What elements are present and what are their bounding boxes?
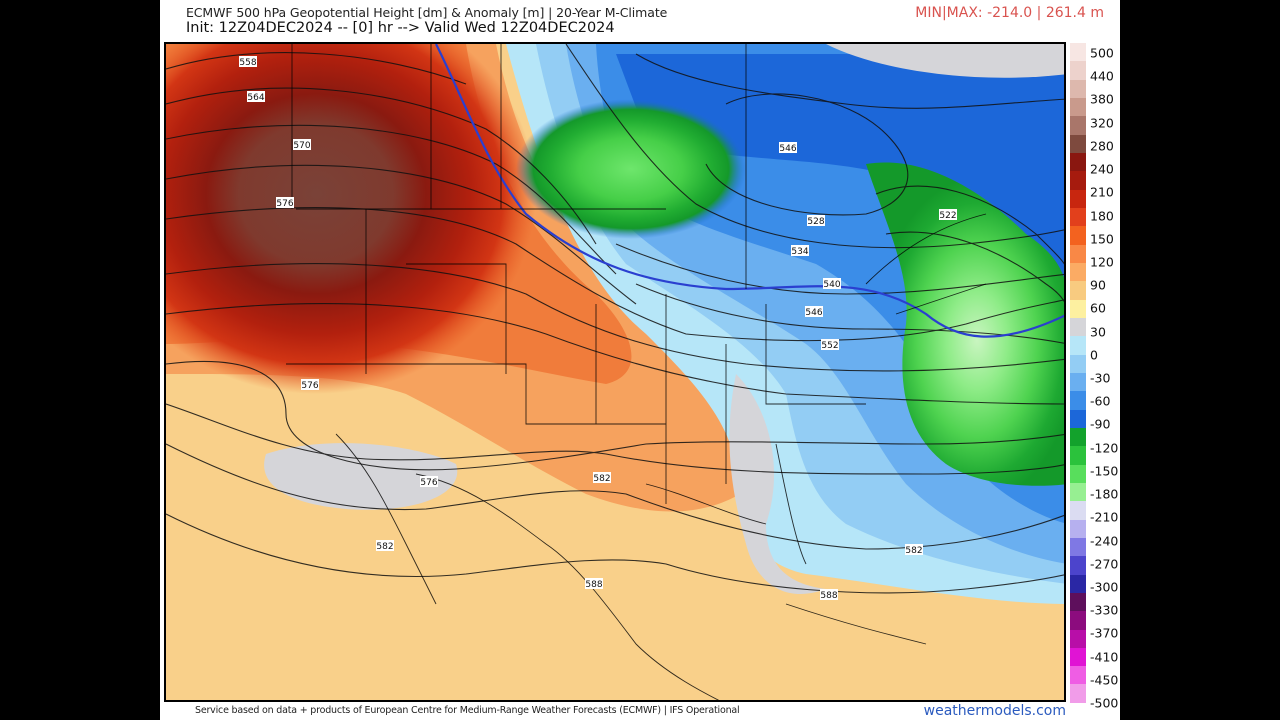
contour-label: 528 bbox=[807, 217, 824, 227]
colorbar-label: 440 bbox=[1090, 68, 1114, 84]
colorbar-label: 120 bbox=[1090, 254, 1114, 270]
colorbar-label: -370 bbox=[1090, 625, 1119, 641]
contour-label: 546 bbox=[779, 144, 796, 154]
552-highlight-contour bbox=[435, 44, 1064, 338]
colorbar-label: 150 bbox=[1090, 231, 1114, 247]
weather-map: 558 564 570 576 546 528 534 540 546 552 522 576 576 5… bbox=[164, 42, 1066, 702]
data-credit: Service based on data + products of Euro… bbox=[195, 705, 740, 716]
colorbar-swatch bbox=[1070, 519, 1086, 538]
colorbar-label: 90 bbox=[1090, 277, 1106, 293]
contour-label: 564 bbox=[247, 93, 264, 103]
colorbar-label: -240 bbox=[1090, 533, 1119, 548]
colorbar-swatch bbox=[1070, 684, 1086, 703]
colorbar-label: -90 bbox=[1090, 416, 1111, 432]
colorbar-swatch bbox=[1070, 43, 1086, 62]
colorbar-swatch bbox=[1070, 97, 1086, 117]
height-contours bbox=[166, 44, 1064, 594]
colorbar-swatch bbox=[1070, 299, 1086, 318]
colorbar-swatch bbox=[1070, 464, 1086, 483]
contour-label: 546 bbox=[805, 308, 822, 318]
colorbar-label: -210 bbox=[1090, 509, 1119, 525]
contour-label: 588 bbox=[820, 591, 837, 601]
colorbar-label: 320 bbox=[1090, 115, 1114, 131]
site-link[interactable]: weathermodels.com bbox=[923, 703, 1066, 719]
map-init-valid-time: Init: 12Z04DEC2024 -- [0] hr --> Valid W… bbox=[186, 20, 615, 36]
colorbar-swatch bbox=[1070, 427, 1086, 447]
colorbar-label: -30 bbox=[1090, 370, 1111, 386]
min-max-label: MIN|MAX: -214.0 | 261.4 m bbox=[915, 5, 1104, 21]
colorbar-label: -60 bbox=[1090, 393, 1111, 409]
colorbar-label: 240 bbox=[1090, 161, 1114, 177]
contour-label: 576 bbox=[301, 381, 318, 391]
colorbar-swatch bbox=[1070, 116, 1086, 135]
colorbar-label: -120 bbox=[1090, 440, 1119, 456]
colorbar-swatch bbox=[1070, 226, 1086, 245]
colorbar-label: -150 bbox=[1090, 463, 1119, 479]
colorbar-swatch bbox=[1070, 336, 1086, 355]
colorbar-label: 210 bbox=[1090, 184, 1114, 200]
colorbar-label: 30 bbox=[1090, 324, 1106, 340]
colorbar-label: 180 bbox=[1090, 208, 1114, 223]
colorbar-swatch bbox=[1070, 501, 1086, 520]
contour-label: 540 bbox=[823, 280, 840, 290]
colorbar-label: -450 bbox=[1090, 672, 1119, 688]
colorbar-label: -500 bbox=[1090, 695, 1119, 711]
colorbar-label: -410 bbox=[1090, 649, 1119, 665]
map-panel: ECMWF 500 hPa Geopotential Height [dm] &… bbox=[160, 0, 1120, 720]
colorbar-swatch bbox=[1070, 207, 1086, 227]
colorbar-swatch bbox=[1070, 629, 1086, 648]
colorbar-swatch bbox=[1070, 189, 1086, 208]
colorbar-swatch bbox=[1070, 171, 1086, 190]
colorbar-swatch bbox=[1070, 482, 1086, 502]
contour-label: 582 bbox=[905, 546, 922, 556]
contour-labels: 558 564 570 576 546 528 534 540 546 552 522 576 576 5… bbox=[239, 56, 957, 601]
colorbar-swatch bbox=[1070, 666, 1086, 685]
colorbar-swatch bbox=[1070, 537, 1086, 557]
map-title: ECMWF 500 hPa Geopotential Height [dm] &… bbox=[186, 5, 668, 20]
colorbar-swatch bbox=[1070, 556, 1086, 575]
colorbar-label: -330 bbox=[1090, 602, 1119, 618]
contour-label: 522 bbox=[939, 211, 956, 221]
colorbar-label: 280 bbox=[1090, 138, 1114, 154]
colorbar-label: -180 bbox=[1090, 486, 1119, 502]
colorbar-label: 380 bbox=[1090, 91, 1114, 107]
contour-label: 582 bbox=[376, 542, 393, 552]
contour-label: 570 bbox=[293, 141, 310, 151]
colorbar-label: -270 bbox=[1090, 556, 1119, 572]
colorbar-label: -300 bbox=[1090, 579, 1119, 595]
contour-label: 582 bbox=[593, 474, 610, 484]
colorbar-swatch bbox=[1070, 592, 1086, 612]
colorbar-swatch bbox=[1070, 391, 1086, 410]
contour-label: 576 bbox=[276, 199, 293, 209]
colorbar-swatch bbox=[1070, 281, 1086, 300]
colorbar-swatch bbox=[1070, 152, 1086, 172]
political-borders bbox=[286, 44, 987, 700]
colorbar-swatch bbox=[1070, 446, 1086, 465]
colorbar-label: 60 bbox=[1090, 300, 1106, 316]
contour-label: 576 bbox=[420, 478, 437, 488]
anomaly-field: 558 564 570 576 546 528 534 540 546 552 522 576 576 5… bbox=[166, 44, 1064, 700]
contour-label: 552 bbox=[821, 341, 838, 351]
colorbar-swatch bbox=[1070, 647, 1086, 667]
colorbar-swatch bbox=[1070, 611, 1086, 630]
colorbar-swatch bbox=[1070, 79, 1086, 98]
colorbar-labels: 500 440 380 320 280 240 210 180 150 120 90 60 30 0 -30… bbox=[1090, 43, 1130, 711]
colorbar-swatch bbox=[1070, 317, 1086, 337]
contour-label: 558 bbox=[239, 58, 256, 68]
colorbar-swatch bbox=[1070, 262, 1086, 282]
colorbar-swatch bbox=[1070, 61, 1086, 80]
colorbar-swatch bbox=[1070, 372, 1086, 392]
colorbar-swatch bbox=[1070, 574, 1086, 593]
colorbar-label: 0 bbox=[1090, 347, 1098, 363]
colorbar-swatch bbox=[1070, 354, 1086, 373]
colorbar-swatch bbox=[1070, 409, 1086, 428]
colorbar-swatch bbox=[1070, 244, 1086, 263]
contour-label: 588 bbox=[585, 580, 602, 590]
colorbar-swatch bbox=[1070, 134, 1086, 153]
anomaly-colorbar bbox=[1070, 43, 1086, 703]
colorbar-label: 500 bbox=[1090, 45, 1114, 61]
contour-label: 534 bbox=[791, 247, 808, 257]
